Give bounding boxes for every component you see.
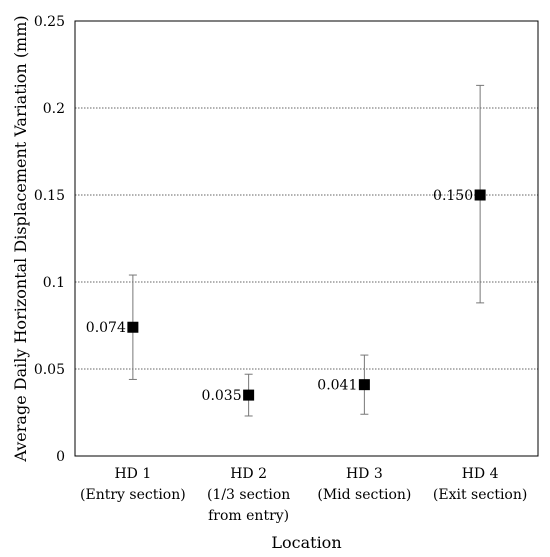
data-value-label: 0.035 [202, 388, 242, 404]
data-value-label: 0.150 [433, 188, 473, 204]
data-point-marker [358, 379, 370, 391]
x-category-label-line: HD 4 [462, 466, 499, 482]
y-tick-label: 0 [56, 449, 65, 465]
x-category-label-line: (Mid section) [317, 487, 411, 503]
y-tick-label: 0.1 [43, 275, 65, 291]
data-point-marker [127, 321, 139, 333]
x-category-label: HD 4 (Exit section) [433, 466, 527, 503]
y-axis-title: Average Daily Horizontal Displacement Va… [11, 15, 30, 462]
x-category-label-line: from entry) [208, 508, 289, 524]
y-axis-tick-labels: 0 0.05 0.1 0.15 0.2 0.25 [34, 14, 65, 465]
data-value-label: 0.074 [86, 320, 126, 336]
x-category-label: HD 2 (1/3 section from entry) [207, 466, 290, 524]
x-category-label-line: HD 2 [230, 466, 267, 482]
x-category-label: HD 1 (Entry section) [80, 466, 186, 503]
y-tick-label: 0.05 [34, 362, 65, 378]
y-tick-label: 0.2 [43, 101, 65, 117]
x-category-label-line: HD 1 [114, 466, 151, 482]
data-point-marker [243, 389, 255, 401]
x-category-label-line: HD 3 [346, 466, 383, 482]
x-axis-title: Location [271, 533, 341, 552]
gridlines [75, 107, 538, 370]
data-series: 0.074 0.035 0.041 0.150 [86, 84, 486, 417]
x-category-label: HD 3 (Mid section) [317, 466, 411, 503]
y-tick-label: 0.25 [34, 14, 65, 30]
x-category-label-line: (1/3 section [207, 487, 290, 503]
plot-area-frame [74, 20, 539, 457]
x-category-label-line: (Entry section) [80, 487, 186, 503]
x-category-label-line: (Exit section) [433, 487, 527, 503]
y-tick-label: 0.15 [34, 188, 65, 204]
x-axis-category-labels: HD 1 (Entry section) HD 2 (1/3 section from … [80, 466, 527, 524]
data-point-marker [474, 189, 486, 201]
data-value-label: 0.041 [317, 378, 357, 394]
